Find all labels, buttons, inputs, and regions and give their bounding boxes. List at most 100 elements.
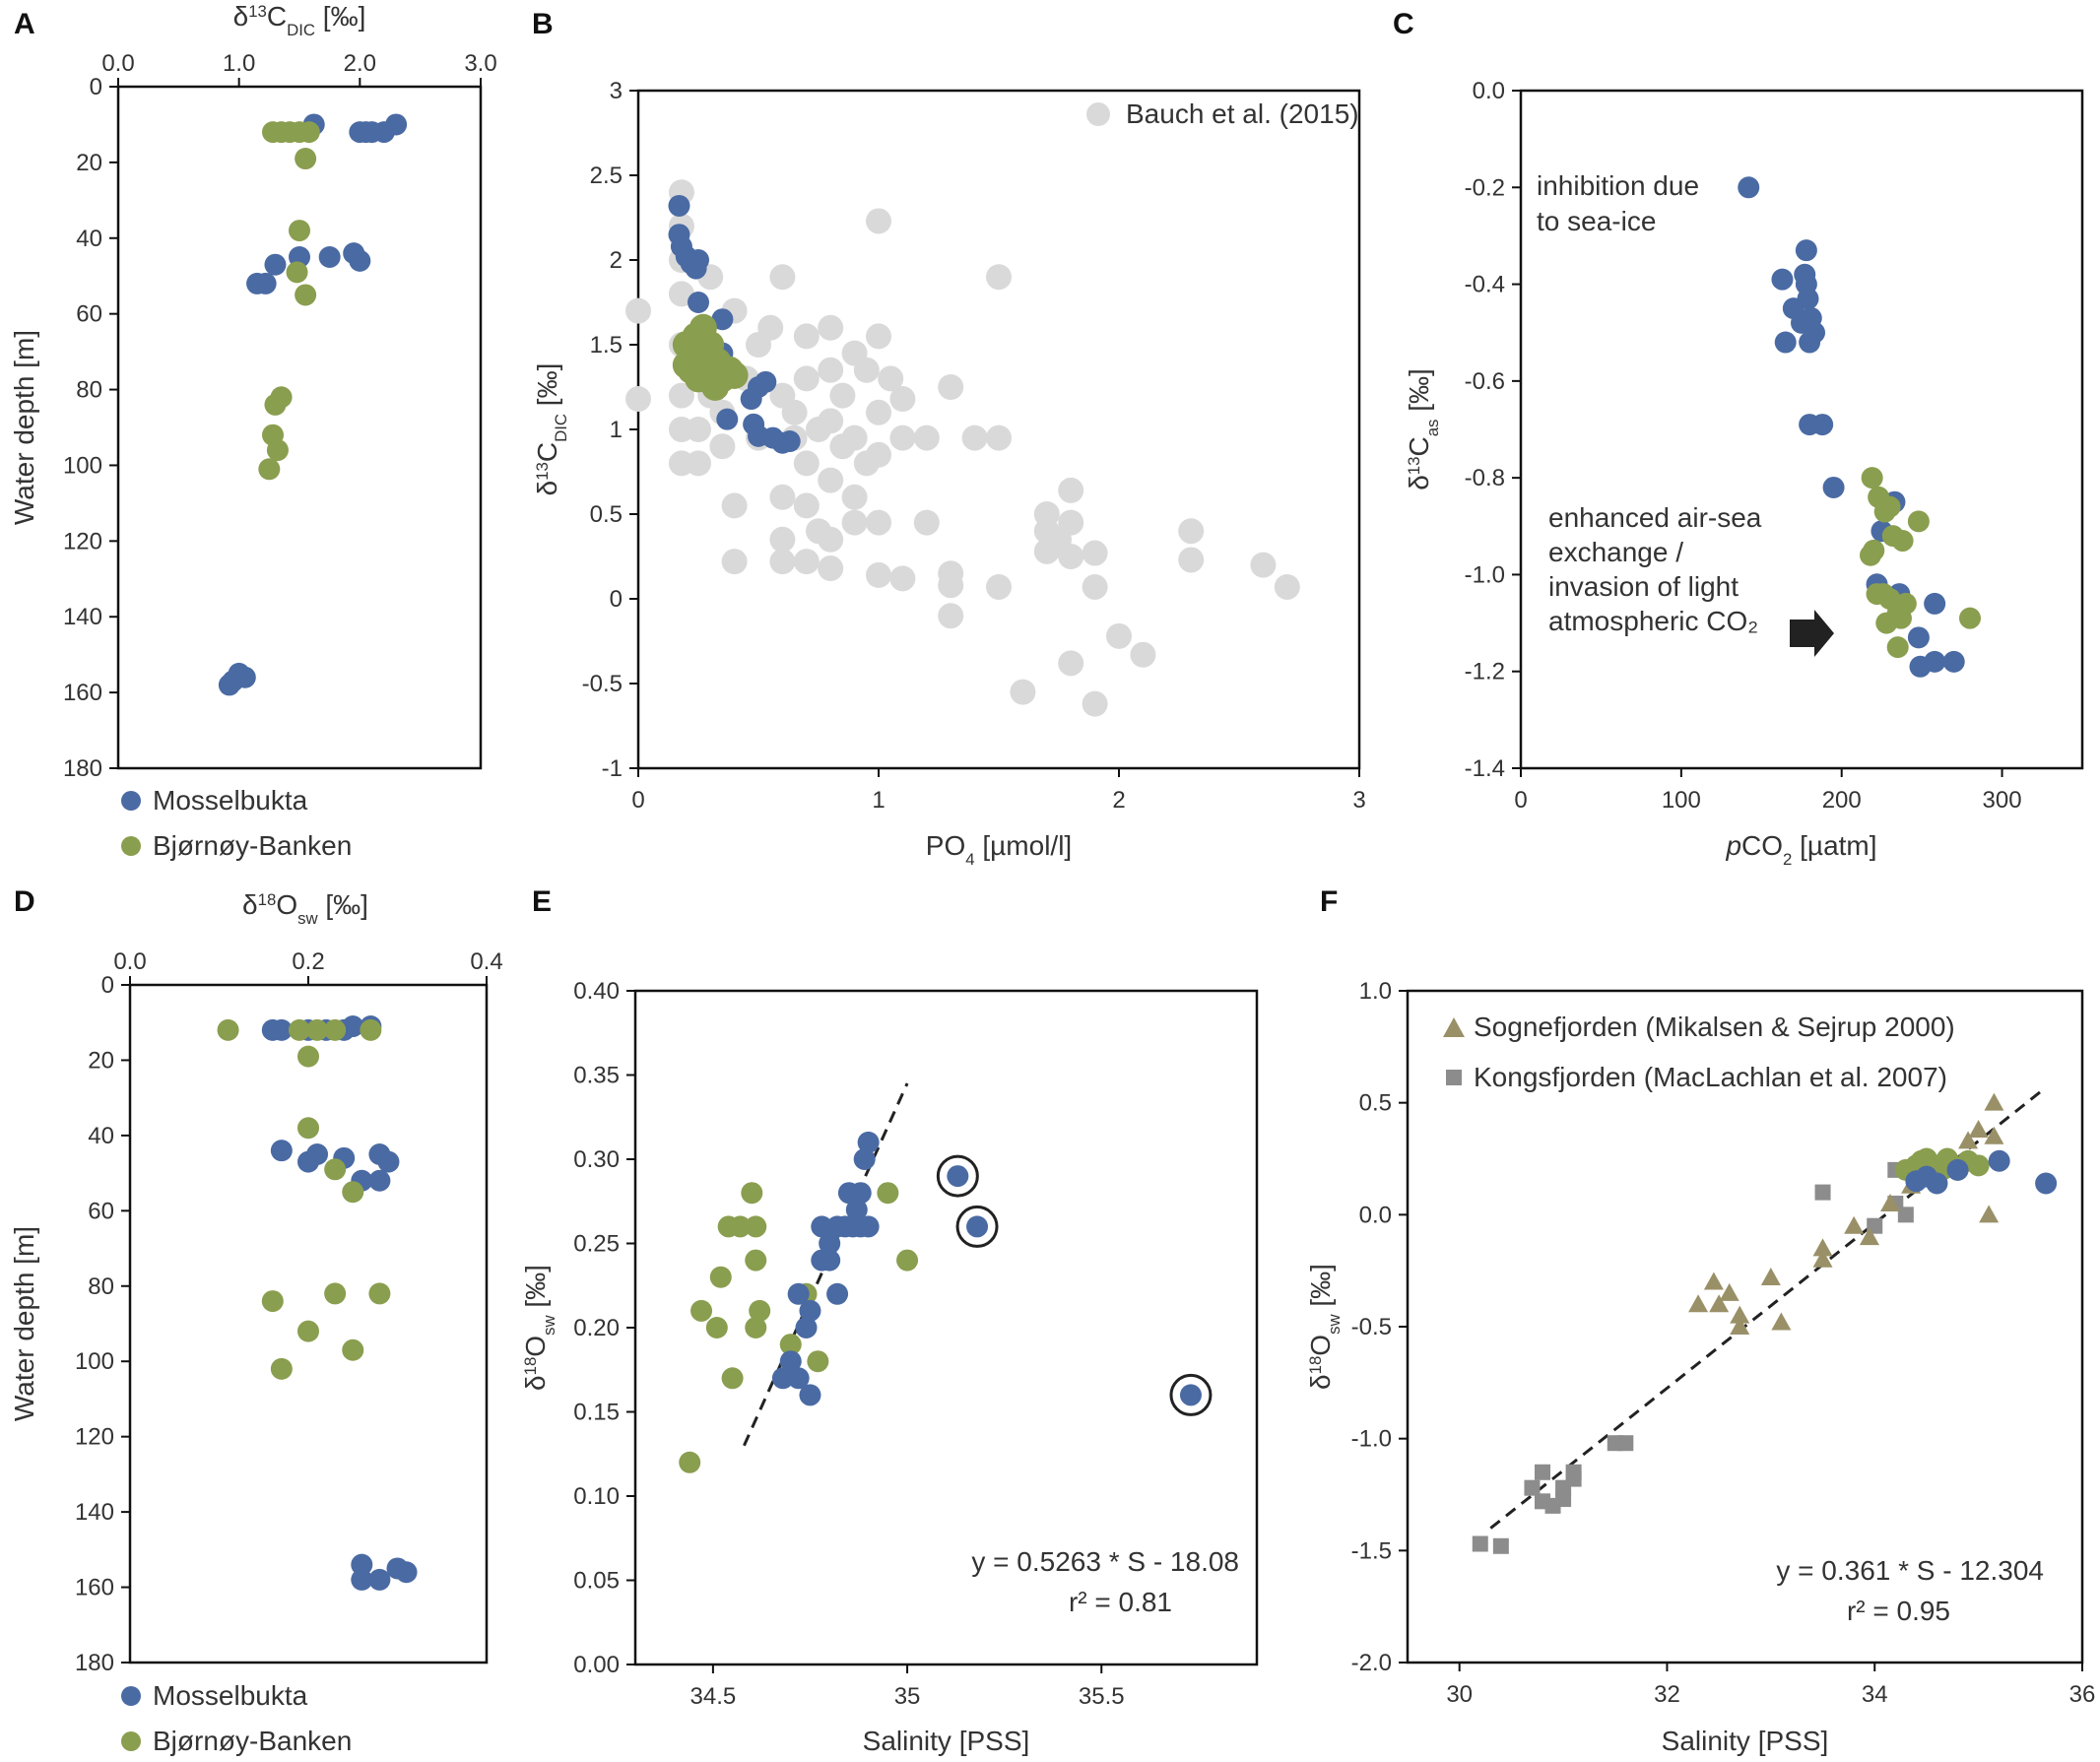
y-tick-label-f: -1.0 xyxy=(1351,1426,1392,1453)
data-point-bjornoy-banken xyxy=(1861,467,1883,489)
y-tick-label-d: 0 xyxy=(101,972,114,999)
y-tick-label-e: 0.25 xyxy=(573,1231,620,1258)
data-point-bauch-2015 xyxy=(625,297,651,324)
data-point-bauch-2015 xyxy=(829,382,856,409)
data-point-kongsfjorden xyxy=(1814,1184,1831,1201)
highlight-ring xyxy=(1169,1373,1213,1416)
data-point-bauch-2015 xyxy=(1058,477,1084,503)
data-point-mosselbukta xyxy=(771,1367,794,1390)
data-point-bauch-2015 xyxy=(961,424,988,451)
data-point-bauch-2015 xyxy=(1010,679,1036,705)
data-point-mosselbukta xyxy=(1907,626,1930,649)
data-point-bjornoy-banken xyxy=(1878,495,1901,518)
data-point-mosselbukta xyxy=(1926,1172,1948,1195)
y-tick-label-c: 0.0 xyxy=(1473,78,1505,104)
data-point-sognefjorden xyxy=(1859,1227,1879,1246)
y-tick-label-c: -0.8 xyxy=(1465,465,1505,491)
y-tick-label-b: -0.5 xyxy=(582,671,623,697)
y-tick-label-b: 0 xyxy=(610,586,623,613)
data-point-bjornoy-banken xyxy=(745,1249,767,1272)
data-point-bauch-2015 xyxy=(769,526,796,553)
data-point-bauch-2015 xyxy=(913,424,940,451)
data-point-bauch-2015 xyxy=(769,484,796,510)
annotation-inhibition-line2: to sea-ice xyxy=(1537,206,1656,236)
x-tick-label-d: 0.2 xyxy=(292,948,324,975)
data-point-mosselbukta xyxy=(795,1317,818,1338)
y-tick-label-d: 140 xyxy=(75,1499,114,1526)
y-tick-label-c: -1.0 xyxy=(1465,561,1505,588)
data-point-bjornoy-banken xyxy=(306,1018,329,1041)
data-point-bauch-2015 xyxy=(938,374,964,400)
data-point-bjornoy-banken xyxy=(324,1018,347,1041)
data-point-mosselbukta xyxy=(1738,176,1760,199)
data-point-bjornoy-banken xyxy=(749,1299,771,1322)
data-point-bauch-2015 xyxy=(818,408,844,434)
data-point-mosselbukta xyxy=(819,1232,841,1255)
data-point-mosselbukta xyxy=(845,1199,868,1221)
y-tick-label-b: 3 xyxy=(610,78,623,104)
panel-c-d13cas-vs-pco2: 0 100 200 300 0.0 -0.2 -0.4 -0.6 -0.8 -1.0 -1.2 -1.… xyxy=(1404,78,2084,869)
y-tick-label-b: 2.5 xyxy=(590,163,623,189)
data-point-bauch-2015 xyxy=(668,382,694,409)
data-point-kongsfjorden xyxy=(1535,1464,1550,1480)
y-tick-label-d: 20 xyxy=(88,1047,114,1074)
panel-letter-b: B xyxy=(532,8,554,40)
y-tick-label-f: -2.0 xyxy=(1351,1650,1392,1676)
data-point-sognefjorden xyxy=(1844,1215,1865,1234)
y-tick-label-e: 0.40 xyxy=(573,978,620,1005)
data-point-bauch-2015 xyxy=(841,484,868,510)
data-point-bauch-2015 xyxy=(1178,547,1205,573)
y-tick-label-d: 120 xyxy=(75,1424,114,1451)
y-tick-label-c: -0.6 xyxy=(1465,368,1505,395)
legend-marker-sognefjorden xyxy=(1443,1017,1465,1037)
data-point-bjornoy-banken xyxy=(807,1350,829,1373)
y-tick-label-a: 40 xyxy=(76,226,102,252)
data-point-mosselbukta xyxy=(826,1282,849,1305)
data-point-bjornoy-banken xyxy=(288,1018,310,1041)
data-point-bjornoy-banken xyxy=(297,1320,319,1342)
x-tick-label-c: 0 xyxy=(1514,787,1527,814)
data-point-mosselbukta xyxy=(799,1384,821,1406)
y-tick-label-b: 1.5 xyxy=(590,332,623,359)
data-point-bauch-2015 xyxy=(1274,573,1300,600)
data-point-mosselbukta xyxy=(811,1215,833,1238)
panel-a-depth-d13c: 0.0 1.0 2.0 3.0 0 20 40 60 80 100 120 140 160 180 δ13C… xyxy=(9,1,497,861)
data-point-mosselbukta xyxy=(716,408,739,430)
data-point-bjornoy-banken xyxy=(286,261,308,284)
data-point-bauch-2015 xyxy=(866,323,891,350)
data-point-bjornoy-banken xyxy=(720,360,749,389)
data-point-bauch-2015 xyxy=(769,264,796,291)
data-point-bauch-2015 xyxy=(1082,690,1108,717)
x-axis-title-f: Salinity [PSS] xyxy=(1662,1726,1829,1756)
data-point-sognefjorden xyxy=(1760,1267,1781,1285)
data-point-kongsfjorden xyxy=(1524,1479,1541,1496)
data-point-sognefjorden xyxy=(1709,1294,1730,1313)
legend-label-bauch-2015: Bauch et al. (2015) xyxy=(1126,98,1359,129)
y-axis-title-d: Water depth [m] xyxy=(9,1226,39,1421)
plot-frame-c xyxy=(1519,89,2084,770)
data-point-bjornoy-banken xyxy=(877,1182,899,1205)
data-point-bauch-2015 xyxy=(793,365,820,392)
data-point-mosselbukta xyxy=(778,430,801,453)
x-axis-title-a: δ13CDIC [‰] xyxy=(233,1,366,39)
y-tick-label-f: -0.5 xyxy=(1351,1314,1392,1340)
data-point-mosselbukta xyxy=(1795,239,1817,262)
legend-label-sognefjorden: Sognefjorden (Mikalsen & Sejrup 2000) xyxy=(1474,1012,1955,1042)
y-tick-label-a: 120 xyxy=(63,528,102,555)
y-axis-title-a: Water depth [m] xyxy=(9,330,39,525)
highlight-ring xyxy=(936,1154,979,1198)
regression-equation-f: y = 0.361 * S - 12.304 xyxy=(1776,1555,2044,1586)
data-point-kongsfjorden xyxy=(1492,1537,1509,1554)
data-point-bauch-2015 xyxy=(793,549,820,575)
y-axis-title-b: δ13CDIC [‰] xyxy=(532,363,570,496)
data-point-mosselbukta xyxy=(318,246,341,268)
data-point-bjornoy-banken xyxy=(679,1451,701,1473)
y-tick-label-b: 2 xyxy=(610,247,623,274)
data-point-bauch-2015 xyxy=(889,386,916,413)
data-point-mosselbukta xyxy=(351,1568,373,1591)
x-axis-title-b: PO4 [µmol/l] xyxy=(926,830,1072,869)
data-point-mosselbukta xyxy=(1771,268,1794,291)
data-point-bjornoy-banken xyxy=(266,439,289,462)
y-tick-label-b: 0.5 xyxy=(590,501,623,528)
